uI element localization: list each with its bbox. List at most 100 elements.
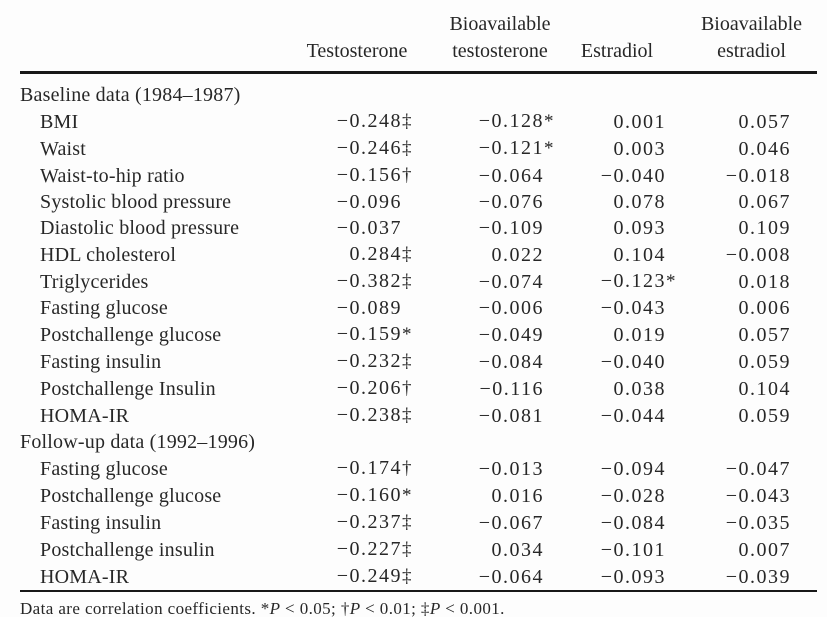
cell: −0.232‡ — [250, 348, 414, 375]
value: −0.249 — [336, 565, 402, 587]
row-label: Waist — [40, 137, 87, 160]
value: −0.248 — [336, 110, 402, 132]
row-label: Postchallenge glucose — [40, 484, 222, 507]
row-label: Postchallenge insulin — [40, 538, 215, 561]
section-label: Baseline data (1984–1987) — [20, 84, 241, 106]
table-row: Postchallenge glucose −0.160* 0.016 −0.0… — [20, 482, 817, 509]
section-row: Baseline data (1984–1987) — [20, 73, 817, 109]
cell: −0.084 — [556, 509, 678, 536]
cell: −0.040 — [556, 162, 678, 189]
value: −0.043 — [600, 297, 666, 319]
cell: −0.128* — [414, 108, 556, 135]
value: −0.076 — [478, 191, 544, 213]
value: −0.047 — [725, 457, 791, 480]
row-label: Triglycerides — [40, 270, 149, 293]
cell: 0.034 — [414, 536, 556, 563]
cell: −0.064 — [414, 563, 556, 591]
table-row: Systolic blood pressure −0.096 −0.076 0.… — [20, 189, 817, 215]
significance-marker: ‡ — [402, 271, 412, 292]
significance-marker: † — [402, 378, 412, 399]
row-label: Fasting glucose — [40, 457, 168, 480]
value: −0.006 — [478, 297, 544, 319]
cell: −0.094 — [556, 455, 678, 482]
value: −0.040 — [600, 350, 666, 373]
cell: 0.003 — [556, 135, 678, 162]
value: −0.174 — [336, 457, 402, 479]
cell: −0.382‡ — [250, 268, 414, 295]
value: −0.246 — [336, 137, 402, 159]
footnote-text: < 0.01; ‡ — [360, 599, 430, 618]
row-label: Postchallenge glucose — [40, 323, 222, 346]
footnote-text: < 0.001. — [440, 599, 505, 618]
value: 0.057 — [738, 110, 791, 133]
table-row: Fasting glucose −0.089 −0.006 −0.043 0.0… — [20, 295, 817, 321]
value: −0.101 — [600, 538, 666, 561]
cell: −0.174† — [250, 455, 414, 482]
row-label: Fasting insulin — [40, 350, 162, 373]
value: −0.035 — [725, 511, 791, 534]
cell: −0.013 — [414, 455, 556, 482]
cell: −0.227‡ — [250, 536, 414, 563]
value: 0.104 — [738, 377, 791, 400]
cell: −0.064 — [414, 162, 556, 189]
footnote-p-italic: P — [269, 599, 281, 618]
value: −0.237 — [336, 511, 402, 533]
significance-marker: * — [544, 138, 554, 159]
value: −0.013 — [478, 457, 544, 480]
table-row: HOMA-IR −0.249‡ −0.064 −0.093 −0.039 — [20, 563, 817, 591]
value: −0.156 — [336, 164, 402, 186]
significance-marker: ‡ — [402, 138, 412, 159]
cell: 0.007 — [678, 536, 817, 563]
table-row: Postchallenge Insulin −0.206† −0.116 0.0… — [20, 375, 817, 402]
cell: −0.043 — [556, 295, 678, 321]
value: −0.116 — [479, 377, 544, 400]
cell: −0.044 — [556, 402, 678, 429]
table-row: Waist −0.246‡ −0.121* 0.003 0.046 — [20, 135, 817, 162]
value: −0.074 — [478, 270, 544, 293]
significance-marker: ‡ — [402, 405, 412, 426]
value: −0.043 — [725, 484, 791, 507]
row-label: HOMA-IR — [40, 404, 130, 427]
value: −0.067 — [478, 511, 544, 534]
cell: −0.076 — [414, 189, 556, 215]
significance-marker: † — [402, 458, 412, 479]
cell: −0.237‡ — [250, 509, 414, 536]
cell: −0.089 — [250, 295, 414, 321]
table-row: Fasting insulin −0.232‡ −0.084 −0.040 0.… — [20, 348, 817, 375]
value: −0.123 — [600, 270, 666, 292]
value: 0.057 — [738, 323, 791, 346]
value: −0.096 — [336, 191, 402, 213]
cell: −0.159* — [250, 321, 414, 348]
table-row: Fasting insulin −0.237‡ −0.067 −0.084 −0… — [20, 509, 817, 536]
footnote: Data are correlation coefficients. *P < … — [20, 598, 817, 619]
cell: 0.018 — [678, 268, 817, 295]
cell: 0.046 — [678, 135, 817, 162]
value: −0.039 — [725, 565, 791, 588]
cell: −0.249‡ — [250, 563, 414, 591]
value: −0.040 — [600, 164, 666, 187]
value: −0.084 — [600, 511, 666, 534]
cell: −0.101 — [556, 536, 678, 563]
significance-marker: ‡ — [402, 566, 412, 587]
value: −0.008 — [725, 243, 791, 266]
significance-marker: * — [666, 271, 676, 292]
value: 0.109 — [738, 217, 791, 239]
table-row: Waist-to-hip ratio −0.156† −0.064 −0.040… — [20, 162, 817, 189]
footnote-p-italic: P — [429, 599, 441, 618]
cell: −0.049 — [414, 321, 556, 348]
cell: 0.057 — [678, 108, 817, 135]
value: 0.059 — [738, 350, 791, 373]
value: −0.064 — [478, 164, 544, 187]
value: 0.078 — [613, 191, 666, 213]
value: −0.227 — [336, 538, 402, 560]
cell: −0.084 — [414, 348, 556, 375]
value: 0.001 — [613, 110, 666, 133]
cell: 0.016 — [414, 482, 556, 509]
value: −0.206 — [336, 377, 402, 399]
cell: −0.206† — [250, 375, 414, 402]
value: −0.064 — [478, 565, 544, 588]
cell: −0.248‡ — [250, 108, 414, 135]
value: 0.018 — [738, 270, 791, 293]
significance-marker: † — [402, 165, 412, 186]
value: 0.006 — [738, 297, 791, 319]
